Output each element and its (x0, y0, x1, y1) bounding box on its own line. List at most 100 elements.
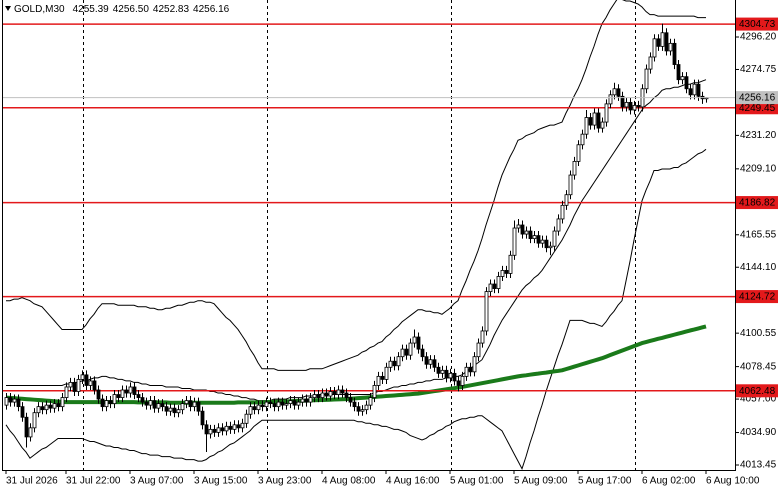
candle-body (468, 366, 473, 373)
candle-body (296, 401, 301, 406)
current-price-box (736, 91, 778, 105)
x-tick-label: 31 Jul 22:00 (66, 476, 121, 487)
candle-body (372, 385, 377, 398)
chart-header: GOLD,M30 4255.39 4256.50 4252.83 4256.16 (14, 4, 230, 15)
candle-body (80, 374, 85, 380)
candle-body (200, 410, 205, 426)
candle-body (432, 359, 437, 368)
candle-body (168, 407, 173, 412)
candle-body (332, 391, 337, 395)
candle-body (348, 397, 353, 403)
moving-average (5, 324, 707, 405)
x-tick-label: 31 Jul 2026 (6, 476, 58, 487)
candle-body (72, 382, 77, 392)
candle-body (112, 394, 117, 405)
candle-body (572, 161, 577, 176)
candle-body (16, 398, 21, 408)
candle-body (500, 270, 505, 277)
candle-body (236, 424, 241, 429)
bollinger-line (5, 148, 707, 470)
plot-frame (2, 0, 736, 471)
candle-body (228, 425, 233, 430)
x-tick-label: 5 Aug 01:00 (450, 476, 504, 487)
candle-body (304, 398, 309, 403)
candle-body (32, 412, 37, 429)
candle-body (48, 404, 53, 409)
bollinger-line (6, 0, 706, 371)
level-label: 4249.45 (739, 103, 776, 114)
candle-body (680, 76, 685, 81)
candle-body (380, 375, 385, 380)
candle-body (216, 427, 221, 433)
candle-body (208, 428, 213, 435)
candle-body (260, 404, 265, 408)
candle-body (136, 394, 141, 398)
candle-body (8, 397, 13, 403)
candle-body (280, 401, 285, 406)
level-label: 4062.48 (739, 386, 776, 397)
candle-body (608, 94, 613, 105)
candle-body (336, 389, 341, 395)
candle-body (592, 112, 597, 126)
candle-body (576, 144, 581, 162)
candle-body (408, 342, 413, 356)
plot-area (2, 0, 735, 470)
candle-body (696, 83, 701, 97)
candle-body (548, 245, 553, 249)
candle-body (552, 230, 557, 247)
candle-body (120, 389, 125, 398)
open-label: 4255.39 (73, 4, 110, 15)
candle-body (396, 356, 401, 367)
candle-body (276, 401, 281, 408)
candle-body (312, 394, 317, 398)
candle-body (476, 342, 481, 358)
candle-body (300, 398, 305, 403)
candle-body (360, 409, 365, 412)
candle-body (188, 400, 193, 408)
candle-body (604, 103, 609, 123)
menu-arrow[interactable] (5, 6, 11, 11)
candle-body (28, 427, 33, 438)
level-label-box (736, 17, 778, 31)
candle-body (132, 386, 137, 395)
x-tick-label: 3 Aug 15:00 (194, 476, 248, 487)
axes: 4296.20 4274.75 4231.20 4209.10 4165.55 4144.… (5, 17, 778, 487)
candle-body (124, 389, 129, 394)
candle-body (444, 369, 449, 379)
candle-body (240, 422, 245, 429)
candle-body (564, 194, 569, 206)
candle-body (660, 32, 665, 47)
candle-body (676, 64, 681, 81)
candle-body (536, 235, 541, 244)
candle-body (516, 224, 521, 229)
candle-body (568, 174, 573, 196)
candle-body (20, 406, 25, 418)
candle-body (316, 394, 321, 398)
y-tick-label: 4296.20 (740, 32, 777, 43)
level-label: 4186.82 (739, 198, 776, 209)
y-tick-label: 4165.55 (740, 229, 777, 240)
candle-body (56, 403, 61, 408)
x-tick-label: 5 Aug 17:00 (578, 476, 632, 487)
candle-body (88, 380, 93, 386)
candle-body (368, 397, 373, 406)
y-tick-label: 4013.45 (740, 460, 777, 471)
candle-body (156, 403, 161, 409)
candle-body (480, 330, 485, 344)
level-label-box (736, 290, 778, 304)
candle-body (340, 389, 345, 394)
low-label: 4252.83 (153, 4, 190, 15)
candle-body (148, 400, 153, 406)
level-label-box (736, 196, 778, 210)
candle-body (532, 235, 537, 240)
candle-body (652, 38, 657, 58)
candle-body (180, 403, 185, 411)
candle-body (648, 56, 653, 70)
candle-body (664, 32, 669, 52)
candle-body (520, 224, 525, 235)
candle-body (356, 406, 361, 412)
candle-body (172, 407, 177, 414)
candle-body (108, 400, 113, 405)
candle-body (384, 366, 389, 380)
candle-body (556, 218, 561, 232)
